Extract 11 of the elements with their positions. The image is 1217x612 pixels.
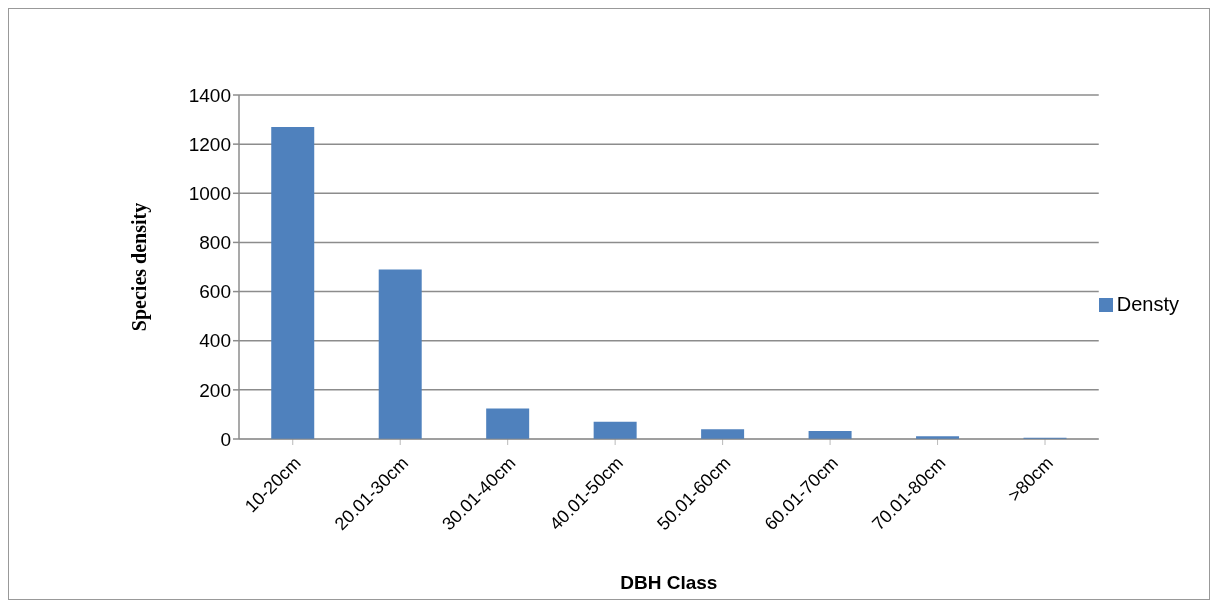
y-tick-label: 400 bbox=[199, 330, 231, 352]
y-tick-label: 800 bbox=[199, 232, 231, 254]
y-tick-label: 200 bbox=[199, 379, 231, 401]
x-axis-title: DBH Class bbox=[620, 572, 718, 593]
y-tick-label: 600 bbox=[199, 281, 231, 303]
y-tick-label: 1400 bbox=[188, 84, 231, 106]
y-tick-label: 1000 bbox=[188, 183, 231, 205]
y-axis-title: Species density bbox=[128, 202, 152, 332]
legend-label: Densty bbox=[1116, 292, 1179, 315]
y-tick-label: 1200 bbox=[188, 133, 231, 155]
y-tick-label: 0 bbox=[220, 428, 231, 450]
